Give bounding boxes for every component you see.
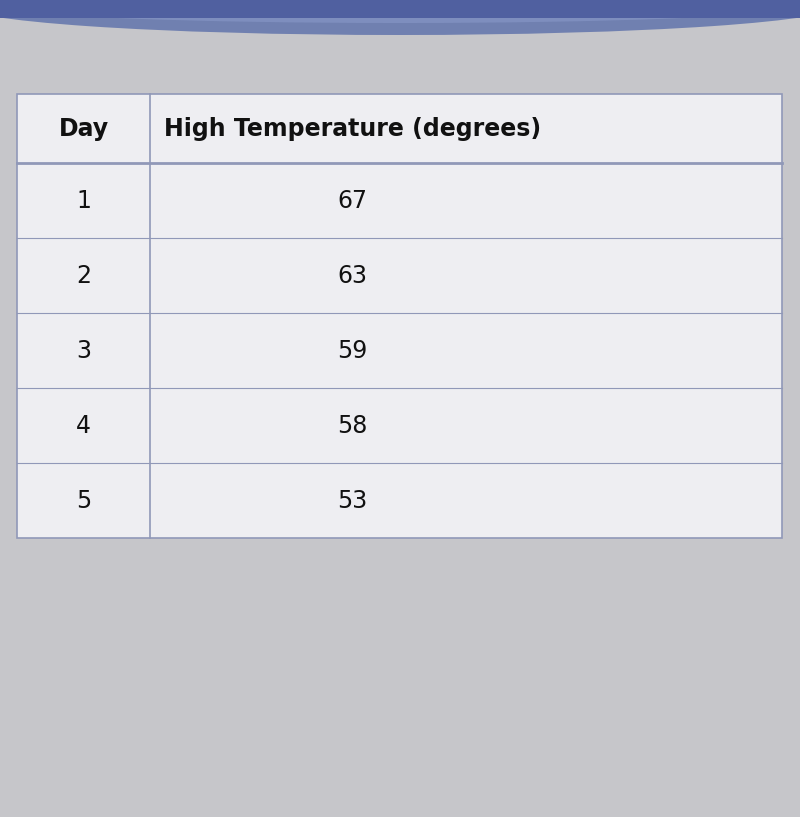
Ellipse shape bbox=[20, 0, 780, 23]
Ellipse shape bbox=[0, 0, 800, 35]
Text: 59: 59 bbox=[337, 338, 367, 363]
Text: Day: Day bbox=[58, 117, 109, 141]
Bar bbox=[0, 0, 800, 18]
Text: 3: 3 bbox=[76, 338, 91, 363]
Text: 4: 4 bbox=[76, 413, 91, 437]
Bar bbox=[17, 94, 782, 538]
Bar bbox=[17, 94, 782, 538]
Text: 53: 53 bbox=[337, 489, 367, 512]
Text: 5: 5 bbox=[76, 489, 91, 512]
Text: 63: 63 bbox=[338, 264, 367, 288]
Text: High Temperature (degrees): High Temperature (degrees) bbox=[164, 117, 541, 141]
Text: 58: 58 bbox=[337, 413, 367, 437]
Text: 2: 2 bbox=[76, 264, 91, 288]
Text: 67: 67 bbox=[338, 189, 367, 212]
Text: 1: 1 bbox=[76, 189, 91, 212]
